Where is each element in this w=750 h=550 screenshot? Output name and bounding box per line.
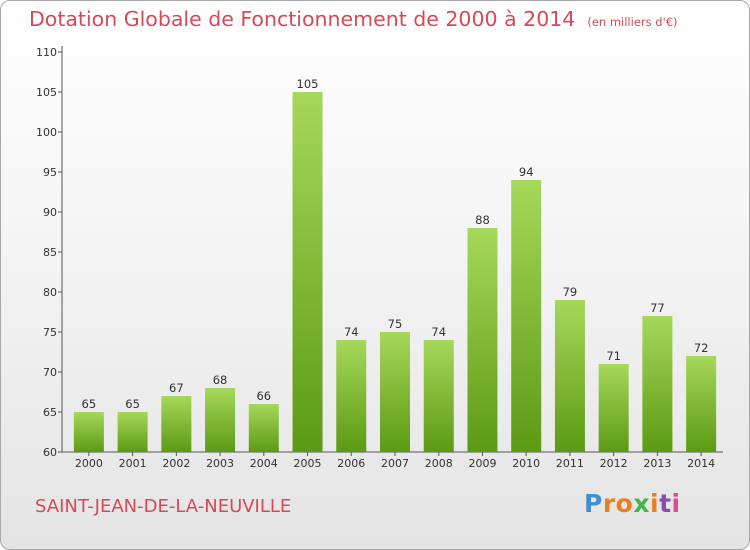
data-label: 74: [344, 325, 359, 339]
x-tick-label: 2006: [337, 457, 365, 470]
y-tick-label: 100: [36, 126, 57, 139]
y-tick-label: 90: [43, 206, 57, 219]
proxiti-logo: Proxiti: [584, 489, 681, 518]
x-tick-label: 2011: [556, 457, 584, 470]
logo-letter: r: [602, 489, 616, 518]
bar: [380, 332, 410, 452]
y-tick-label: 80: [43, 286, 57, 299]
data-label: 94: [519, 165, 534, 179]
data-label: 75: [388, 317, 403, 331]
data-label: 77: [650, 301, 665, 315]
data-label: 71: [606, 349, 621, 363]
data-label: 66: [256, 389, 271, 403]
bar: [161, 396, 192, 452]
data-label: 68: [213, 373, 228, 387]
x-tick-label: 2003: [206, 457, 234, 470]
x-tick-label: 2013: [643, 457, 671, 470]
logo-letter: o: [615, 489, 634, 518]
bar: [423, 340, 454, 452]
data-label: 105: [297, 77, 319, 91]
y-tick-label: 65: [43, 406, 57, 419]
x-tick-label: 2008: [425, 457, 453, 470]
x-tick-label: 2001: [119, 457, 147, 470]
logo-letter: x: [633, 489, 650, 518]
y-tick-label: 60: [43, 446, 57, 459]
bar: [117, 412, 148, 452]
x-tick-label: 2000: [75, 457, 103, 470]
data-label: 79: [563, 285, 578, 299]
logo-letter: P: [584, 489, 603, 518]
bar: [205, 388, 236, 452]
x-tick-label: 2012: [600, 457, 628, 470]
bar: [511, 180, 542, 452]
data-label: 65: [82, 397, 97, 411]
bar: [73, 412, 104, 452]
commune-name: SAINT-JEAN-DE-LA-NEUVILLE: [35, 496, 292, 517]
x-tick-label: 2004: [250, 457, 278, 470]
logo-letter: t: [659, 489, 672, 518]
bar: [554, 300, 585, 452]
logo-letter: i: [671, 489, 681, 518]
bar: [686, 356, 717, 452]
title-text: Dotation Globale de Fonctionnement de 20…: [29, 7, 576, 31]
bar: [292, 92, 323, 452]
data-label: 67: [169, 381, 184, 395]
y-tick-label: 105: [36, 86, 57, 99]
data-label: 65: [125, 397, 140, 411]
y-tick-label: 70: [43, 366, 57, 379]
logo-letter: i: [650, 489, 660, 518]
x-tick-label: 2002: [162, 457, 190, 470]
y-tick-label: 95: [43, 166, 57, 179]
bar: [598, 364, 629, 452]
bar: [642, 316, 673, 452]
bar: [248, 404, 279, 452]
x-tick-label: 2014: [687, 457, 715, 470]
data-label: 72: [694, 341, 709, 355]
x-tick-label: 2005: [294, 457, 322, 470]
x-tick-label: 2010: [512, 457, 540, 470]
data-label: 88: [475, 213, 490, 227]
data-label: 74: [431, 325, 446, 339]
y-tick-label: 85: [43, 246, 57, 259]
chart-title: Dotation Globale de Fonctionnement de 20…: [29, 7, 678, 31]
x-tick-label: 2009: [468, 457, 496, 470]
y-tick-label: 110: [36, 46, 57, 59]
unit-text: (en milliers d'€): [587, 15, 678, 29]
y-tick-label: 75: [43, 326, 57, 339]
x-tick-label: 2007: [381, 457, 409, 470]
bar: [467, 228, 498, 452]
bar: [336, 340, 367, 452]
